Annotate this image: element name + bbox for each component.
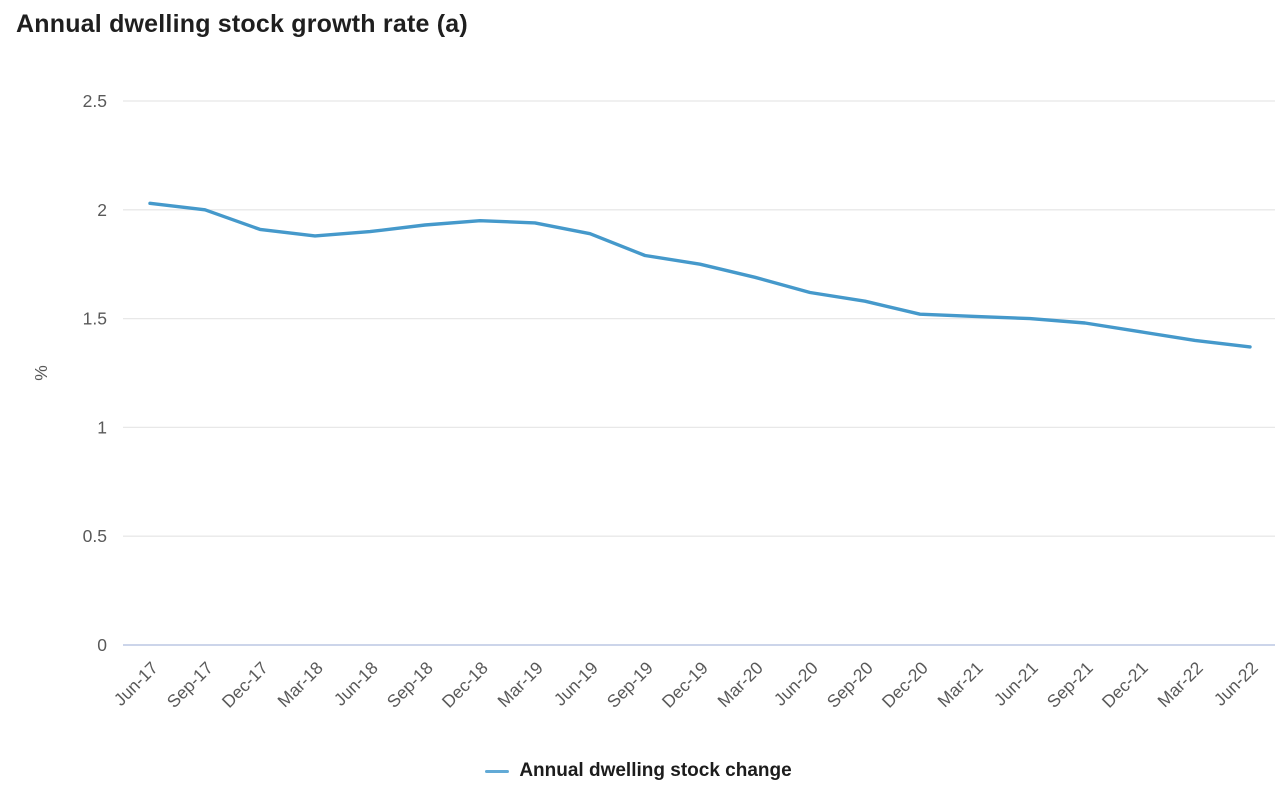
x-tick-label: Dec-21	[1098, 658, 1152, 712]
x-tick-label: Jun-17	[110, 658, 162, 710]
y-tick-label: 0	[97, 635, 107, 655]
x-tick-label: Jun-20	[770, 658, 822, 710]
x-tick-label: Mar-19	[493, 658, 546, 711]
x-tick-label: Sep-18	[383, 658, 437, 712]
legend-label: Annual dwelling stock change	[519, 760, 792, 781]
x-tick-label: Mar-22	[1153, 658, 1206, 711]
series-line-annual-dwelling-stock-change	[148, 201, 1252, 349]
y-tick-label: 1.5	[83, 309, 107, 329]
line-series-legend-marker-icon	[485, 769, 510, 773]
x-tick-label: Dec-19	[658, 658, 712, 712]
x-tick-label: Jun-22	[1210, 658, 1262, 710]
chart-title: Annual dwelling stock growth rate (a)	[16, 10, 468, 38]
y-axis-label: %	[31, 365, 51, 381]
x-tick-label: Dec-18	[438, 658, 492, 712]
x-tick-label: Jun-18	[330, 658, 382, 710]
x-tick-label: Sep-20	[823, 658, 877, 712]
x-tick-label: Mar-21	[933, 658, 986, 711]
x-tick-label: Jun-19	[550, 658, 602, 710]
chart-legend: Annual dwelling stock change	[0, 760, 1277, 782]
x-tick-label: Dec-17	[218, 658, 272, 712]
x-tick-label: Sep-19	[603, 658, 657, 712]
x-tick-label: Dec-20	[878, 658, 932, 712]
y-tick-label: 2.5	[83, 91, 107, 111]
y-tick-label: 0.5	[83, 526, 107, 546]
x-tick-label: Mar-18	[273, 658, 326, 711]
y-tick-label: 1	[97, 417, 107, 437]
x-tick-label: Jun-21	[990, 658, 1042, 710]
legend-item-annual-dwelling-stock-change[interactable]: Annual dwelling stock change	[485, 760, 792, 782]
x-tick-label: Sep-17	[163, 658, 217, 712]
y-tick-label: 2	[97, 200, 107, 220]
x-tick-label: Sep-21	[1043, 658, 1097, 712]
x-tick-label: Mar-20	[713, 658, 767, 712]
